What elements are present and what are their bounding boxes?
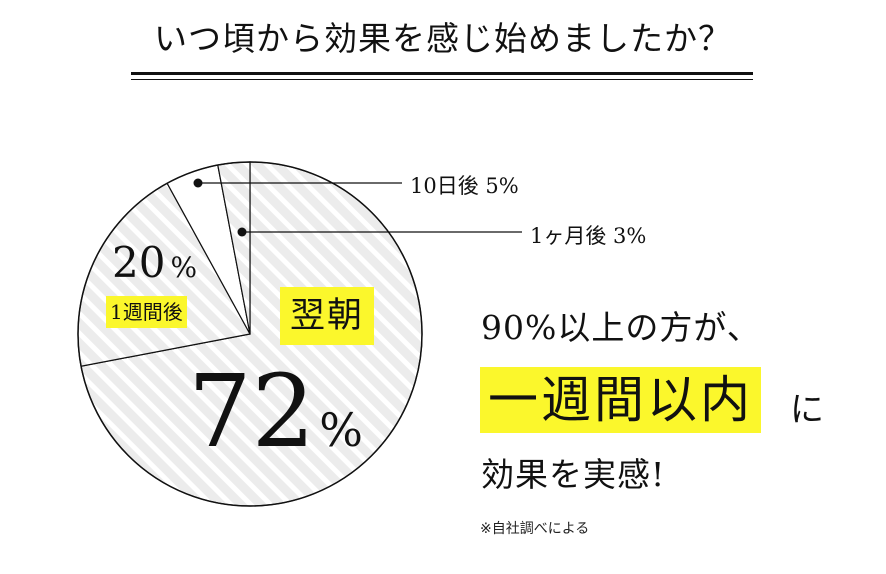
value-72: 72 [188, 353, 316, 470]
unit-percent: % [319, 403, 363, 457]
callout-dot-10d [193, 178, 203, 188]
slice-label-1-week-percent: 20% [112, 238, 197, 293]
message-line-3: 効果を実感! [481, 455, 666, 494]
pie-outline [77, 161, 423, 507]
slice-label-morning-percent: 72% [188, 352, 363, 490]
slice-label-morning: 翌朝 [280, 287, 375, 345]
slice-label-1-week: 1週間後 [106, 296, 187, 328]
unit-percent: % [170, 251, 198, 284]
title-underline-thick [131, 72, 753, 75]
message-highlight: 一週間以内 [480, 367, 761, 433]
title-underline-thin [131, 79, 753, 80]
callout-label-1-month: 1ヶ月後 3% [530, 224, 647, 248]
footnote: ※自社調べによる [480, 521, 590, 537]
callout-dot-1m [237, 227, 247, 237]
value-20: 20 [112, 238, 166, 287]
callout-label-10-days: 10日後 5% [410, 174, 519, 198]
chart-title: いつ頃から効果を感じ始めましたか？ [154, 19, 732, 58]
message-line-1: 90%以上の方が、 [481, 308, 761, 347]
message-suffix: に [790, 390, 824, 430]
